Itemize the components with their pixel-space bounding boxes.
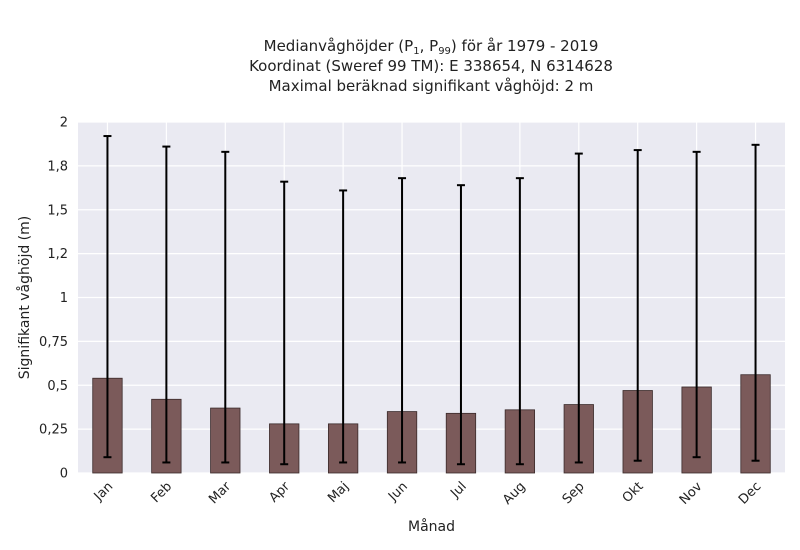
error-bars bbox=[103, 135, 760, 466]
y-axis-label: Signifikant våghöjd (m) bbox=[16, 216, 33, 379]
error-bar-feb bbox=[162, 145, 171, 464]
x-axis-label: Månad bbox=[408, 518, 455, 535]
x-tick-label-okt: Okt bbox=[620, 479, 647, 506]
y-tick-label: 1,8 bbox=[47, 159, 68, 174]
x-tick-label-aug: Aug bbox=[500, 479, 529, 508]
error-bar-aug bbox=[515, 177, 524, 466]
y-tick-label: 0 bbox=[60, 467, 68, 482]
x-axis-ticks: Jan Feb Mar Apr Maj Jun Jul Aug Sep Okt Nov Dec bbox=[91, 479, 765, 508]
y-tick-label: 0,75 bbox=[39, 335, 68, 350]
error-bar-maj bbox=[339, 189, 348, 464]
x-tick-label-dec: Dec bbox=[736, 479, 764, 507]
error-bar-jun bbox=[398, 177, 407, 464]
error-bar-okt bbox=[633, 149, 642, 462]
x-tick-label-jun: Jun bbox=[385, 479, 411, 505]
y-tick-label: 1 bbox=[60, 291, 68, 306]
x-tick-label-apr: Apr bbox=[267, 479, 294, 506]
x-tick-label-maj: Maj bbox=[325, 479, 352, 506]
y-tick-label: 1,5 bbox=[47, 203, 68, 218]
title-line-2: Koordinat (Sweref 99 TM): E 338654, N 63… bbox=[249, 57, 613, 75]
y-tick-label: 2 bbox=[60, 116, 68, 131]
x-tick-label-jul: Jul bbox=[447, 479, 469, 501]
y-tick-label: 0,5 bbox=[47, 379, 68, 394]
title-line-1: Medianvåghöjder (P1, P99) för år 1979 - … bbox=[264, 37, 599, 57]
x-tick-label-nov: Nov bbox=[677, 479, 706, 508]
title-line-3: Maximal beräknad signifikant våghöjd: 2 … bbox=[269, 77, 594, 95]
y-tick-label: 1,2 bbox=[47, 247, 68, 262]
error-bar-apr bbox=[280, 180, 289, 466]
y-tick-label: 0,25 bbox=[39, 423, 68, 438]
x-tick-label-sep: Sep bbox=[560, 479, 588, 507]
error-bar-dec bbox=[751, 143, 760, 462]
error-bar-sep bbox=[574, 152, 583, 464]
error-bar-mar bbox=[221, 150, 230, 464]
y-axis-ticks: 0 0,25 0,5 0,75 1 1,2 1,5 1,8 2 bbox=[39, 116, 68, 482]
error-bar-jan bbox=[103, 135, 112, 459]
x-tick-label-feb: Feb bbox=[148, 479, 175, 506]
x-tick-label-jan: Jan bbox=[91, 479, 116, 504]
x-tick-label-mar: Mar bbox=[206, 479, 234, 507]
error-bar-nov bbox=[692, 150, 701, 459]
chart-title: Medianvåghöjder (P1, P99) för år 1979 - … bbox=[249, 37, 613, 95]
error-bar-jul bbox=[456, 184, 465, 466]
